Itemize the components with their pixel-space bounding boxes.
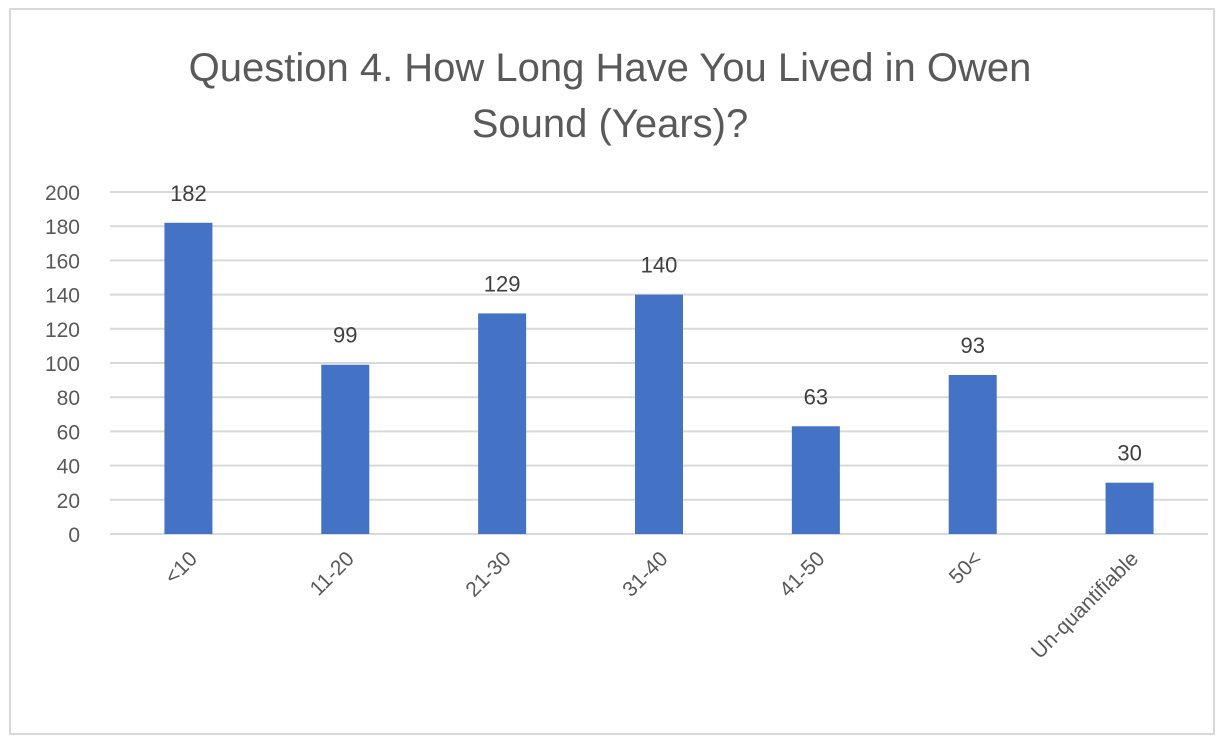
category-label: 31-40 [618,547,672,601]
y-tick-label: 120 [45,319,80,342]
bars [164,222,1154,534]
category-label: 41-50 [775,547,829,601]
data-label: 182 [170,181,207,206]
bar [478,313,527,534]
data-label: 63 [804,384,828,409]
category-label: Un-quantifiable [1027,547,1143,663]
y-tick-label: 100 [45,353,80,376]
y-tick-label: 160 [45,250,80,273]
data-label: 99 [333,323,357,348]
y-tick-label: 0 [68,524,80,547]
bar [635,294,683,534]
y-tick-label: 80 [57,387,80,410]
data-label: 129 [484,271,521,296]
y-tick-label: 180 [45,216,80,239]
category-label: 21-30 [461,547,515,601]
x-axis-categories: <10 11-20 21-30 31-40 41-50 50< Un-quantifiabl… [161,547,1144,663]
y-tick-label: 60 [57,421,80,444]
category-label: 50< [945,547,986,588]
category-label: <10 [161,547,202,588]
bar [791,426,840,534]
data-label: 93 [960,333,984,358]
y-tick-label: 200 [45,182,80,205]
data-label: 30 [1117,441,1141,466]
bar [164,222,213,534]
data-labels: 182 99 129 140 63 93 30 [170,181,1142,466]
bar [321,364,370,534]
bar [1105,482,1154,534]
y-tick-label: 40 [57,456,80,479]
y-tick-label: 140 [45,285,80,308]
y-tick-label: 20 [57,490,80,513]
data-label: 140 [641,253,678,278]
chart-title: Question 4. How Long Have You Lived in O… [188,46,1032,146]
bar [948,374,997,534]
category-label: 11-20 [306,547,359,600]
y-axis-ticks: 0 20 40 60 80 100 120 140 160 180 200 [45,182,80,547]
